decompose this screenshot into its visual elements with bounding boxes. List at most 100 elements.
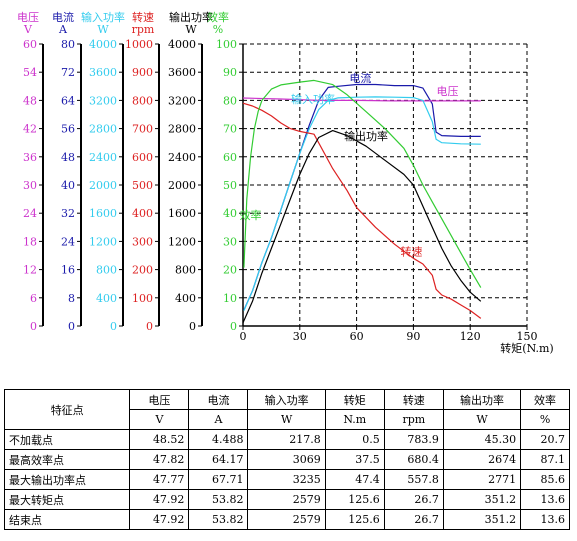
column-unit: rpm (383, 409, 444, 430)
table-cell: 26.7 (383, 489, 444, 510)
column-header: 电压 (129, 389, 190, 410)
table-cell: 20.7 (520, 429, 570, 450)
table-row: 最大输出功率点 47.77 67.71 3235 47.4 557.8 2771… (3, 469, 570, 490)
input_power-tick-label: 3200 (89, 94, 117, 107)
table-row: 结束点 47.92 53.82 2579 125.6 26.7 351.2 13… (3, 509, 570, 530)
x-tick-label: 150 (517, 330, 538, 343)
table-cell: 37.5 (324, 449, 385, 470)
table-cell: 47.92 (129, 509, 190, 530)
input_power-tick-label: 2400 (89, 151, 117, 164)
current-tick-label: 48 (61, 151, 75, 164)
table-cell: 47.77 (129, 469, 190, 490)
voltage-tick-label: 42 (23, 123, 37, 136)
efficiency-tick-label: 0 (230, 320, 237, 333)
x-tick-label: 120 (460, 330, 481, 343)
speed-tick-label: 1000 (125, 38, 153, 51)
current-tick-label: 16 (61, 264, 75, 277)
table-cell: 53.82 (188, 509, 249, 530)
output_power-tick-label: 2000 (168, 179, 196, 192)
table-row-header: 特征点 (3, 389, 131, 430)
series-line-current (243, 83, 481, 311)
efficiency-tick-label: 30 (223, 235, 237, 248)
series-label-speed: 转速 (401, 245, 423, 259)
voltage-tick-label: 24 (23, 207, 37, 220)
speed-tick-label: 700 (132, 123, 153, 136)
x-tick-label: 90 (406, 330, 420, 343)
column-header: 输入功率 (247, 389, 326, 410)
efficiency-tick-label: 50 (223, 179, 237, 192)
speed-tick-label: 100 (132, 292, 153, 305)
efficiency-axis-title: 效率 (207, 10, 229, 24)
table-cell: 47.82 (129, 449, 190, 470)
speed-tick-label: 800 (132, 94, 153, 107)
current-tick-label: 0 (68, 320, 75, 333)
output_power-axis-title: 输出功率 (169, 10, 213, 24)
efficiency-tick-label: 60 (223, 151, 237, 164)
table-header-row: 特征点 电压 电流 输入功率 转矩 转速 输出功率 效率 (3, 389, 570, 430)
x-axis-label: 转矩(N.m) (500, 341, 553, 355)
input_power-tick-label: 3600 (89, 66, 117, 79)
input_power-axis-title: 输入功率 (81, 10, 125, 24)
series-line-efficiency (243, 79, 482, 288)
column-header: 电流 (188, 389, 249, 410)
table-cell: 53.82 (188, 489, 249, 510)
table-cell: 67.71 (188, 469, 249, 490)
table-cell: 85.6 (520, 469, 570, 490)
row-name: 不加载点 (3, 429, 131, 450)
x-tick-label: 60 (350, 330, 364, 343)
table-cell: 351.2 (442, 509, 522, 530)
input_power-axis-unit: W (97, 23, 109, 36)
efficiency-tick-label: 80 (223, 94, 237, 107)
input_power-tick-label: 2000 (89, 179, 117, 192)
efficiency-tick-label: 20 (223, 264, 237, 277)
table-row: 最高效率点 47.82 64.17 3069 37.5 680.4 2674 8… (3, 449, 570, 470)
output_power-tick-label: 1600 (168, 207, 196, 220)
column-unit: A (188, 409, 249, 430)
column-header: 转矩 (324, 389, 385, 410)
table-cell: 0.5 (324, 429, 385, 450)
series-line-speed (242, 102, 482, 319)
current-tick-label: 72 (61, 66, 75, 79)
row-name: 结束点 (3, 509, 131, 530)
input_power-tick-label: 1200 (89, 235, 117, 248)
table-cell: 87.1 (520, 449, 570, 470)
series-label-input_power: 输入功率 (291, 92, 335, 106)
series-label-voltage: 电压 (436, 85, 458, 98)
performance-chart: 0 30 60 90 120 150转矩(N.m)电压V06121824303642485… (17, 10, 554, 355)
series-line-voltage (242, 97, 481, 102)
column-unit: V (129, 409, 190, 430)
output_power-tick-label: 0 (189, 320, 196, 333)
input_power-tick-label: 400 (96, 292, 117, 305)
table-cell: 125.6 (324, 489, 385, 510)
speed-tick-label: 600 (132, 151, 153, 164)
input_power-tick-label: 1600 (89, 207, 117, 220)
table-cell: 64.17 (188, 449, 249, 470)
table-cell: 26.7 (383, 509, 444, 530)
current-tick-label: 8 (68, 292, 75, 305)
output_power-tick-label: 3200 (168, 94, 196, 107)
voltage-tick-label: 6 (30, 292, 37, 305)
voltage-tick-label: 36 (23, 151, 37, 164)
row-name: 最大转矩点 (3, 489, 131, 510)
table-cell: 47.4 (324, 469, 385, 490)
voltage-tick-label: 54 (23, 66, 37, 79)
current-tick-label: 24 (61, 235, 75, 248)
efficiency-tick-label: 100 (216, 38, 237, 51)
speed-axis-unit: rpm (132, 23, 155, 36)
series-label-output_power: 输出功率 (344, 129, 388, 143)
speed-tick-label: 500 (132, 179, 153, 192)
characteristics-table: 特征点 电压 电流 输入功率 转矩 转速 输出功率 效率 V A W N.m r… (3, 389, 570, 530)
table-cell: 2579 (247, 489, 326, 510)
table-cell: 557.8 (383, 469, 444, 490)
table-cell: 13.6 (520, 489, 570, 510)
voltage-tick-label: 48 (23, 94, 37, 107)
speed-tick-label: 900 (132, 66, 153, 79)
input_power-tick-label: 2800 (89, 123, 117, 136)
series-label-current: 电流 (349, 71, 371, 85)
voltage-tick-label: 30 (23, 179, 37, 192)
table-cell: 45.30 (442, 429, 522, 450)
table-cell: 3235 (247, 469, 326, 490)
voltage-tick-label: 0 (30, 320, 37, 333)
column-unit: W (247, 409, 326, 430)
voltage-tick-label: 18 (23, 235, 37, 248)
